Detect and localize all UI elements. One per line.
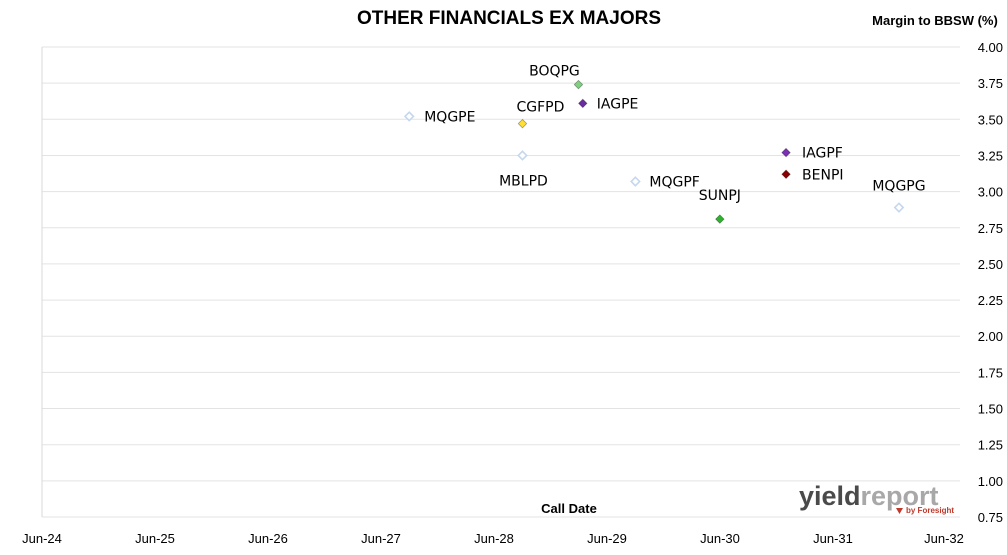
data-point-iagpe (578, 98, 588, 109)
logo-byline: by Foresight (906, 506, 954, 515)
x-tick-label: Jun-30 (700, 531, 740, 546)
yieldreport-logo: yieldreport by Foresight (799, 481, 954, 515)
data-point-boqpg (573, 79, 584, 90)
data-point-mqgpg (893, 202, 905, 213)
x-axis-ticks: Jun-24 Jun-25 Jun-26 Jun-27 Jun-28 Jun-29 Jun-… (22, 531, 964, 546)
y-tick-label: 0.75 (978, 510, 1003, 525)
y-tick-label: 3.50 (978, 112, 1003, 127)
data-label-iagpe: IAGPE (597, 96, 639, 112)
svg-text:yieldreport: yieldreport (799, 481, 939, 511)
logo-arrow-icon (896, 508, 903, 514)
x-tick-label: Jun-31 (813, 531, 853, 546)
x-axis-title: Call Date (541, 501, 597, 516)
y-axis-ticks: 4.00 3.75 3.50 3.25 3.00 2.75 2.50 2.25 2.00 1.75… (978, 40, 1003, 525)
x-tick-label: Jun-25 (135, 531, 175, 546)
x-tick-label: Jun-26 (248, 531, 288, 546)
x-tick-label: Jun-32 (924, 531, 964, 546)
y-tick-label: 3.75 (978, 76, 1003, 91)
data-point-benpi (781, 169, 791, 180)
data-label-mblpd: MBLPD (499, 173, 548, 189)
y-axis-title: Margin to BBSW (%) (872, 13, 998, 28)
data-label-sunpj: SUNPJ (699, 188, 741, 204)
data-label-mqgpg: MQGPG (872, 179, 925, 195)
data-point-iagpf (781, 147, 791, 158)
data-point-cgfpd (517, 118, 528, 129)
y-tick-label: 3.00 (978, 185, 1003, 200)
y-tick-label: 1.50 (978, 402, 1003, 417)
y-tick-label: 1.75 (978, 365, 1003, 380)
data-label-iagpf: IAGPF (802, 146, 843, 162)
data-label-mqgpe: MQGPE (424, 109, 475, 125)
data-label-cgfpd: CGFPD (517, 100, 565, 116)
y-tick-label: 1.00 (978, 474, 1003, 489)
x-tick-label: Jun-29 (587, 531, 627, 546)
y-tick-label: 1.25 (978, 438, 1003, 453)
data-label-benpi: BENPI (802, 167, 844, 183)
y-tick-label: 3.25 (978, 148, 1003, 163)
y-tick-label: 2.50 (978, 257, 1003, 272)
data-point-sunpj (715, 214, 725, 224)
data-point-mqgpe (403, 111, 415, 122)
x-tick-label: Jun-27 (361, 531, 401, 546)
y-tick-label: 2.00 (978, 329, 1003, 344)
data-label-mqgpf: MQGPF (649, 174, 699, 190)
data-points (403, 79, 905, 224)
data-point-mqgpf (630, 176, 641, 187)
data-label-boqpg: BOQPG (529, 64, 580, 80)
data-point-mblpd (517, 150, 528, 161)
logo-text-report: report (861, 481, 939, 511)
y-tick-label: 2.75 (978, 221, 1003, 236)
logo-text-yield: yield (799, 481, 861, 511)
x-tick-label: Jun-28 (474, 531, 514, 546)
x-tick-label: Jun-24 (22, 531, 62, 546)
y-tick-label: 4.00 (978, 40, 1003, 55)
y-tick-label: 2.25 (978, 293, 1003, 308)
gridlines (42, 46, 960, 518)
chart-title: OTHER FINANCIALS EX MAJORS (357, 8, 661, 29)
